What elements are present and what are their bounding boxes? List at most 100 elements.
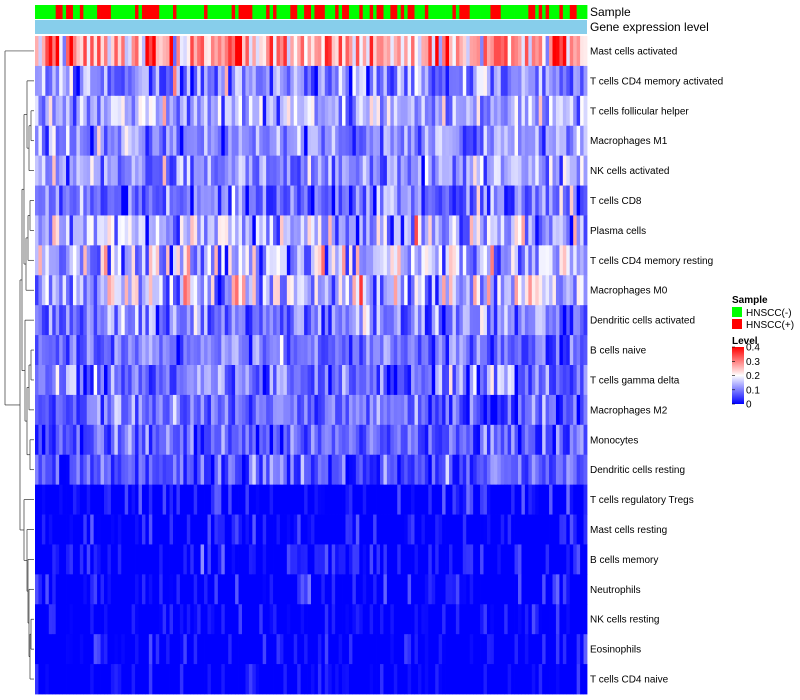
heatmap-cell [459,245,464,276]
heatmap-cell [321,454,326,486]
heatmap-cell [545,544,550,575]
heatmap-cell [162,65,167,97]
heatmap-cell [524,514,529,545]
heatmap-cell [176,65,181,97]
heatmap-cell [369,245,374,276]
heatmap-cell [317,544,322,575]
heatmap-cell [569,65,574,97]
heatmap-cell [483,484,488,515]
heatmap-cell [72,305,77,336]
heatmap-cell [566,604,571,635]
heatmap-cell [228,245,233,276]
heatmap-cell [52,514,57,545]
heatmap-cell [52,574,57,605]
heatmap-cell [373,365,377,396]
heatmap-cell [259,394,264,426]
heatmap-cell [259,514,264,545]
heatmap-cell [273,574,277,605]
heatmap-cell [407,365,412,396]
heatmap-cell [141,95,146,127]
heatmap-cell [355,125,360,157]
heatmap-cell [476,484,481,515]
sample-annotation-cell [338,5,343,19]
heatmap-cell [238,335,243,366]
heatmap-cell [376,36,381,67]
heatmap-cell [511,95,515,127]
heatmap-cell [524,65,529,97]
heatmap-cell [428,36,433,67]
heatmap-cell [176,155,181,186]
heatmap-cell [173,215,177,246]
heatmap-cell [417,245,422,276]
heatmap-cell [500,305,505,336]
heatmap-cell [348,335,353,366]
heatmap-cell [504,245,509,276]
heatmap-cell [248,634,253,665]
heatmap-cell [183,484,188,515]
heatmap-cell [93,365,98,396]
heatmap-cell [528,544,533,575]
heatmap-cell [35,664,39,695]
heatmap-cell [331,365,336,396]
sample-annotation-cell [197,5,201,19]
heatmap-cell [186,454,191,486]
heatmap-cell [452,664,457,695]
heatmap-cell [90,604,95,635]
heatmap-cell [549,394,553,426]
heatmap-cell [104,454,108,486]
heatmap-cell [314,604,319,635]
heatmap-cell [524,155,529,186]
heatmap-cell [369,394,374,426]
heatmap-cell [331,634,336,665]
heatmap-cell [559,65,564,97]
heatmap-cell [345,634,350,665]
heatmap-cell [524,365,529,396]
sample-annotation-cell [442,5,446,19]
heatmap-cell [169,454,174,486]
heatmap-cell [293,95,298,127]
heatmap-cell [93,155,98,186]
heatmap-cell [552,95,557,127]
heatmap-cell [114,454,119,486]
heatmap-cell [455,664,460,695]
heatmap-cell [242,484,246,515]
heatmap-cell [504,335,509,366]
heatmap-cell [259,245,264,276]
heatmap-cell [72,125,77,157]
heatmap-cell [445,185,450,216]
heatmap-cell [473,65,477,97]
heatmap-cell [252,394,257,426]
sample-annotation-cell [210,5,215,19]
heatmap-cell [411,275,415,306]
heatmap-cell [197,394,201,426]
heatmap-cell [228,65,233,97]
heatmap-cell [442,424,446,456]
heatmap-cell [290,275,295,306]
heatmap-cell [238,305,243,336]
heatmap-cell [141,394,146,426]
heatmap-cell [476,95,481,127]
heatmap-cell [66,394,70,426]
heatmap-cell [428,125,433,157]
heatmap-cell [248,185,253,216]
heatmap-cell [48,604,53,635]
heatmap-cell [549,544,553,575]
heatmap-cell [155,394,160,426]
heatmap-cell [383,305,388,336]
heatmap-cell [490,574,495,605]
heatmap-cell [221,125,226,157]
heatmap-cell [549,125,553,157]
heatmap-cell [62,185,67,216]
heatmap-cell [328,245,333,276]
heatmap-cell [469,245,474,276]
heatmap-cell [176,185,181,216]
heatmap-cell [66,305,70,336]
heatmap-cell [442,544,446,575]
heatmap-cell [573,95,578,127]
heatmap-cell [459,604,464,635]
heatmap-cell [224,664,229,695]
heatmap-cell [555,454,560,486]
heatmap-cell [386,155,391,186]
heatmap-cell [76,215,81,246]
sample-annotation-cell [176,5,181,19]
